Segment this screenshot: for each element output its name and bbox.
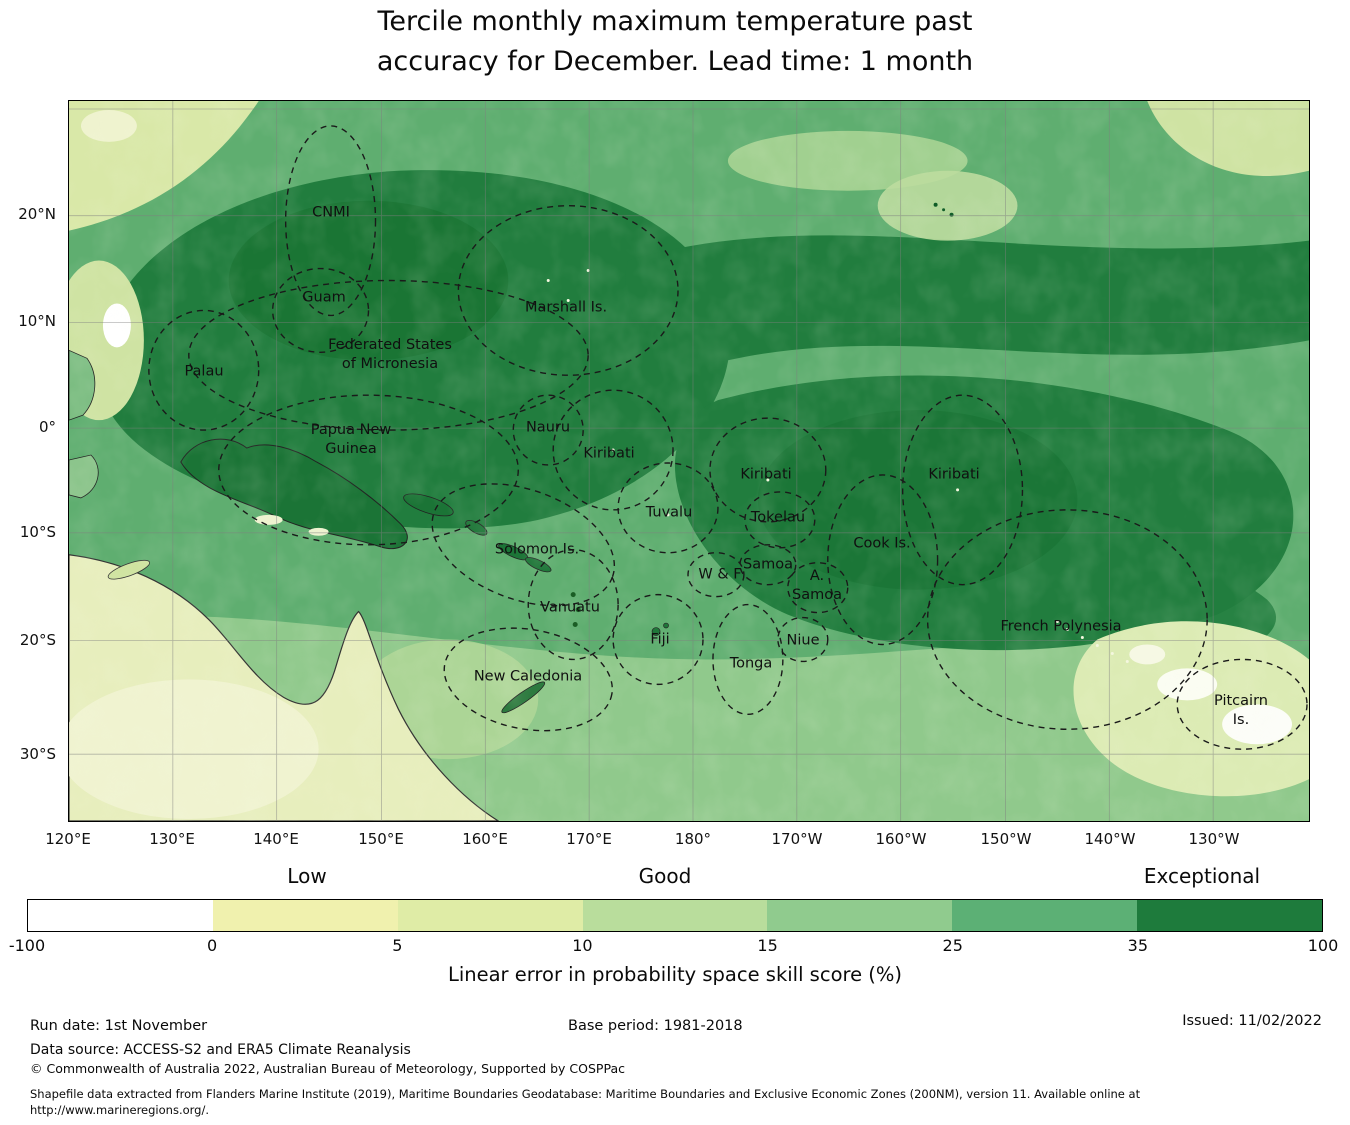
eez-kiribati-line <box>901 394 1024 586</box>
colorbar-tick-label: 0 <box>207 936 218 955</box>
data-source-text: Data source: ACCESS-S2 and ERA5 Climate … <box>30 1042 411 1058</box>
eez-tokelau <box>744 491 816 549</box>
eez-niue <box>777 616 829 663</box>
colorbar-caption: Linear error in probability space skill … <box>447 963 903 986</box>
colorbar-tick-label: 35 <box>1127 936 1149 955</box>
copyright-text: © Commonwealth of Australia 2022, Austra… <box>30 1061 625 1076</box>
shapefile-attribution-text: Shapefile data extracted from Flanders M… <box>30 1087 1141 1101</box>
colorbar-segment <box>397 900 583 931</box>
lon-tick-label: 140°W <box>1084 830 1136 848</box>
lon-tick-label: 160°W <box>875 830 927 848</box>
lon-tick-label: 170°E <box>566 830 612 848</box>
eez-new-caledonia <box>443 627 613 732</box>
lon-tick-label: 120°E <box>45 830 91 848</box>
eez-fiji <box>612 593 704 686</box>
lat-tick-label: 10°S <box>19 523 56 541</box>
colorbar-tick-label: -100 <box>8 936 46 955</box>
figure-title-line2: accuracy for December. Lead time: 1 mont… <box>376 46 974 77</box>
figure-title-line1: Tercile monthly maximum temperature past <box>377 6 973 37</box>
lat-tick-label: 10°N <box>18 312 56 330</box>
mottle-texture <box>69 101 1309 821</box>
colorbar-qualitative-labels: Low Good Exceptional <box>27 864 1323 892</box>
lat-tick-label: 20°S <box>19 631 56 649</box>
eez-cook-islands <box>827 474 939 646</box>
eez-samoa <box>739 544 797 586</box>
issued-date-text: Issued: 11/02/2022 <box>1182 1013 1322 1029</box>
eez-papua-new-guinea <box>218 394 519 546</box>
lon-tick-label: 160°E <box>462 830 508 848</box>
lon-tick-label: 150°W <box>980 830 1032 848</box>
figure-title: Tercile monthly maximum temperature past… <box>0 2 1350 82</box>
base-period-text: Base period: 1981-2018 <box>568 1018 743 1034</box>
colorbar-tick-labels: -100 0 5 10 15 25 35 100 <box>9 936 1338 956</box>
lat-tick-label: 0° <box>38 418 56 436</box>
eez-boundaries <box>148 125 1308 750</box>
longitude-axis: 120°E 130°E 140°E 150°E 160°E 170°E 180° 170°W 1… <box>45 830 1310 854</box>
colorbar-segment <box>767 900 953 931</box>
colorbar-qualitative-good: Good <box>638 864 692 888</box>
eez-french-polynesia <box>926 509 1208 730</box>
lat-tick-label: 20°N <box>18 205 56 223</box>
map-frame: CNMI Guam Marshall Is. Federated States of … <box>68 100 1310 822</box>
run-date-text: Run date: 1st November <box>30 1018 208 1034</box>
lon-tick-label: 130°E <box>149 830 195 848</box>
eez-pitcairn-islands <box>1176 658 1308 750</box>
eez-american-samoa <box>787 562 849 614</box>
graticule <box>69 101 1309 821</box>
eez-cnmi <box>284 125 377 317</box>
shapefile-url-text: http://www.marineregions.org/. <box>30 1103 209 1117</box>
map-canvas <box>69 101 1309 821</box>
colorbar-segment <box>1137 900 1323 931</box>
colorbar-qualitative-exceptional: Exceptional <box>1143 864 1261 888</box>
colorbar-qualitative-low: Low <box>287 864 327 888</box>
colorbar-tick-label: 5 <box>392 936 403 955</box>
lon-tick-label: 150°E <box>358 830 404 848</box>
colorbar-segment <box>582 900 768 931</box>
eez-nauru <box>512 394 584 466</box>
colorbar <box>27 899 1323 932</box>
lon-tick-label: 170°W <box>771 830 823 848</box>
colorbar-segment <box>28 900 213 931</box>
lon-tick-label: 140°E <box>253 830 299 848</box>
lon-tick-label: 180° <box>674 830 712 848</box>
eez-kiribati-phoenix <box>709 417 827 523</box>
eez-tonga <box>712 603 784 715</box>
latitude-axis: 20°N 10°N 0° 10°S 20°S 30°S <box>0 100 62 822</box>
eez-marshall-islands <box>457 205 679 376</box>
lon-tick-label: 130°W <box>1188 830 1240 848</box>
eez-tuvalu <box>617 462 719 554</box>
colorbar-segment <box>952 900 1138 931</box>
eez-wallis-futuna <box>687 552 745 598</box>
colorbar-tick-label: 10 <box>572 936 593 955</box>
colorbar-tick-label: 25 <box>942 936 963 955</box>
eez-vanuatu <box>527 549 619 661</box>
eez-palau <box>148 309 260 431</box>
colorbar-segment <box>212 900 398 931</box>
eez-kiribati-gilbert <box>552 389 674 511</box>
eez-fsm <box>188 279 589 431</box>
colorbar-tick-label: 15 <box>757 936 778 955</box>
lat-tick-label: 30°S <box>19 745 56 763</box>
colorbar-tick-label: 100 <box>1307 936 1339 955</box>
